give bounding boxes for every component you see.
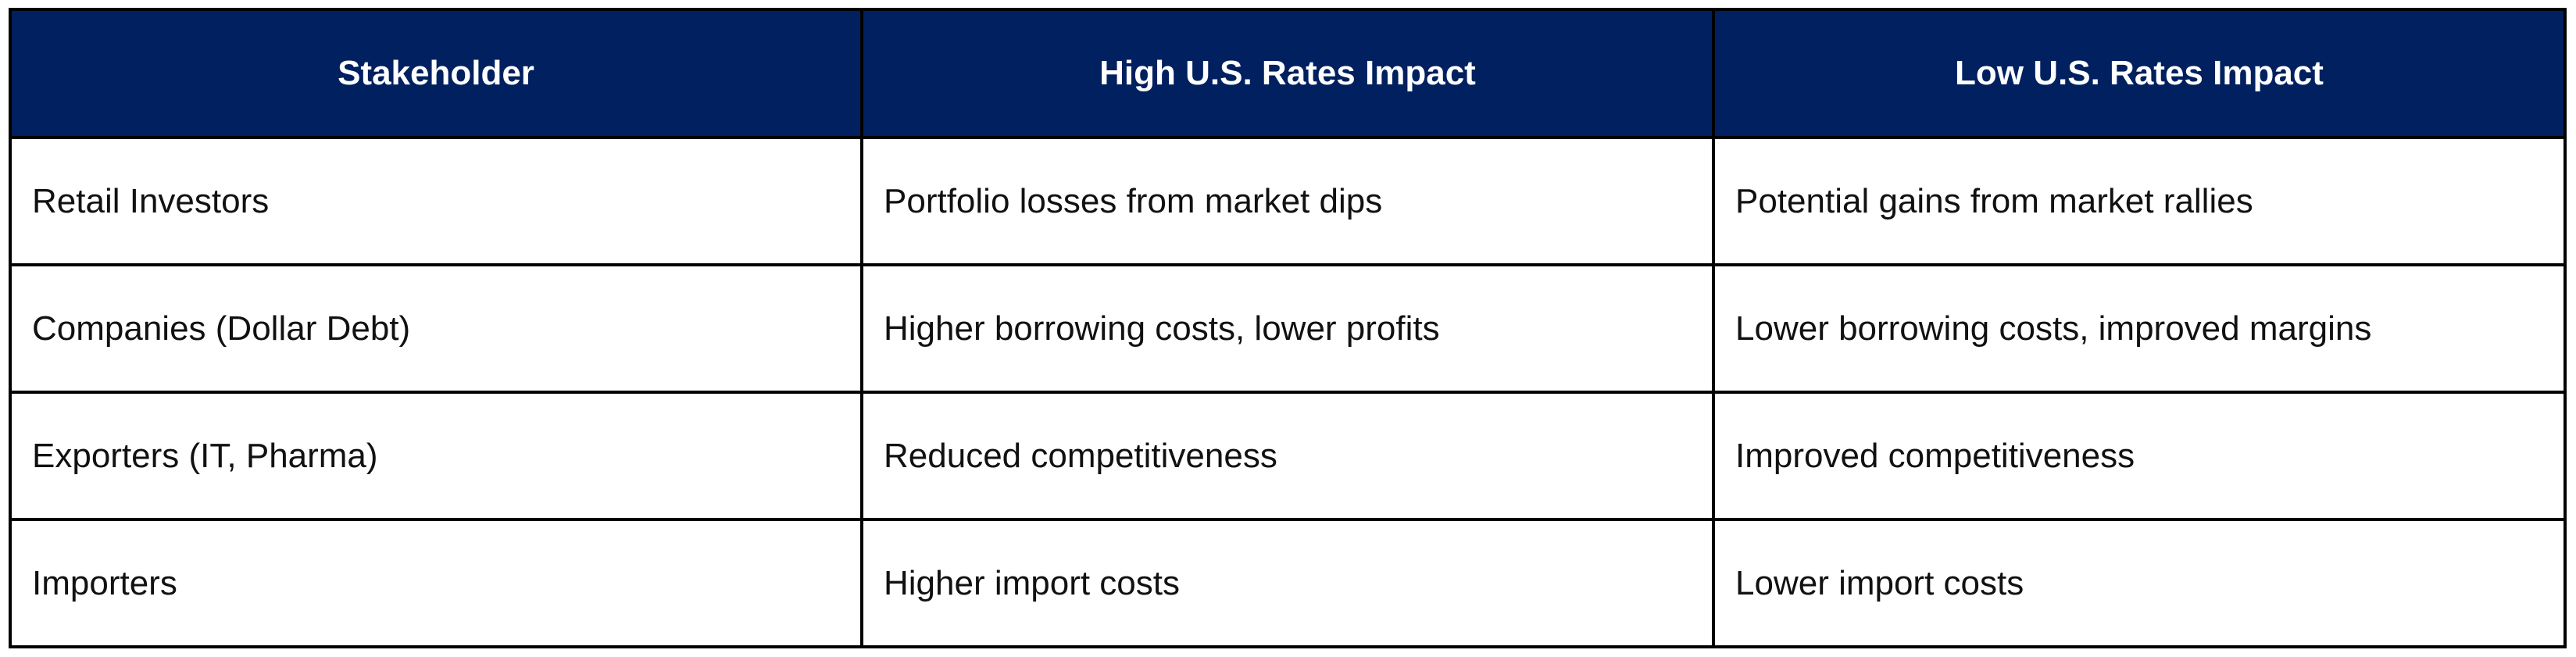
table-row: Exporters (IT, Pharma) Reduced competiti… bbox=[9, 391, 2567, 521]
column-header-low-rates-impact: Low U.S. Rates Impact bbox=[1712, 8, 2567, 139]
table-cell-high-rates: Higher borrowing costs, lower profits bbox=[860, 263, 1715, 394]
table-cell-low-rates: Potential gains from market rallies bbox=[1712, 136, 2567, 266]
table-cell-low-rates: Improved competitiveness bbox=[1712, 391, 2567, 521]
table-cell-stakeholder: Importers bbox=[9, 518, 863, 648]
stakeholder-impact-table: Stakeholder High U.S. Rates Impact Low U… bbox=[9, 8, 2567, 648]
table-cell-stakeholder: Retail Investors bbox=[9, 136, 863, 266]
table-header-row: Stakeholder High U.S. Rates Impact Low U… bbox=[9, 8, 2567, 139]
column-header-stakeholder: Stakeholder bbox=[9, 8, 863, 139]
table-row: Importers Higher import costs Lower impo… bbox=[9, 518, 2567, 648]
table-cell-low-rates: Lower import costs bbox=[1712, 518, 2567, 648]
impact-table-container: Stakeholder High U.S. Rates Impact Low U… bbox=[9, 8, 2567, 648]
table-cell-stakeholder: Companies (Dollar Debt) bbox=[9, 263, 863, 394]
table-row: Companies (Dollar Debt) Higher borrowing… bbox=[9, 263, 2567, 394]
table-cell-low-rates: Lower borrowing costs, improved margins bbox=[1712, 263, 2567, 394]
column-header-high-rates-impact: High U.S. Rates Impact bbox=[860, 8, 1715, 139]
table-cell-high-rates: Higher import costs bbox=[860, 518, 1715, 648]
table-cell-stakeholder: Exporters (IT, Pharma) bbox=[9, 391, 863, 521]
table-cell-high-rates: Reduced competitiveness bbox=[860, 391, 1715, 521]
table-row: Retail Investors Portfolio losses from m… bbox=[9, 136, 2567, 266]
table-cell-high-rates: Portfolio losses from market dips bbox=[860, 136, 1715, 266]
